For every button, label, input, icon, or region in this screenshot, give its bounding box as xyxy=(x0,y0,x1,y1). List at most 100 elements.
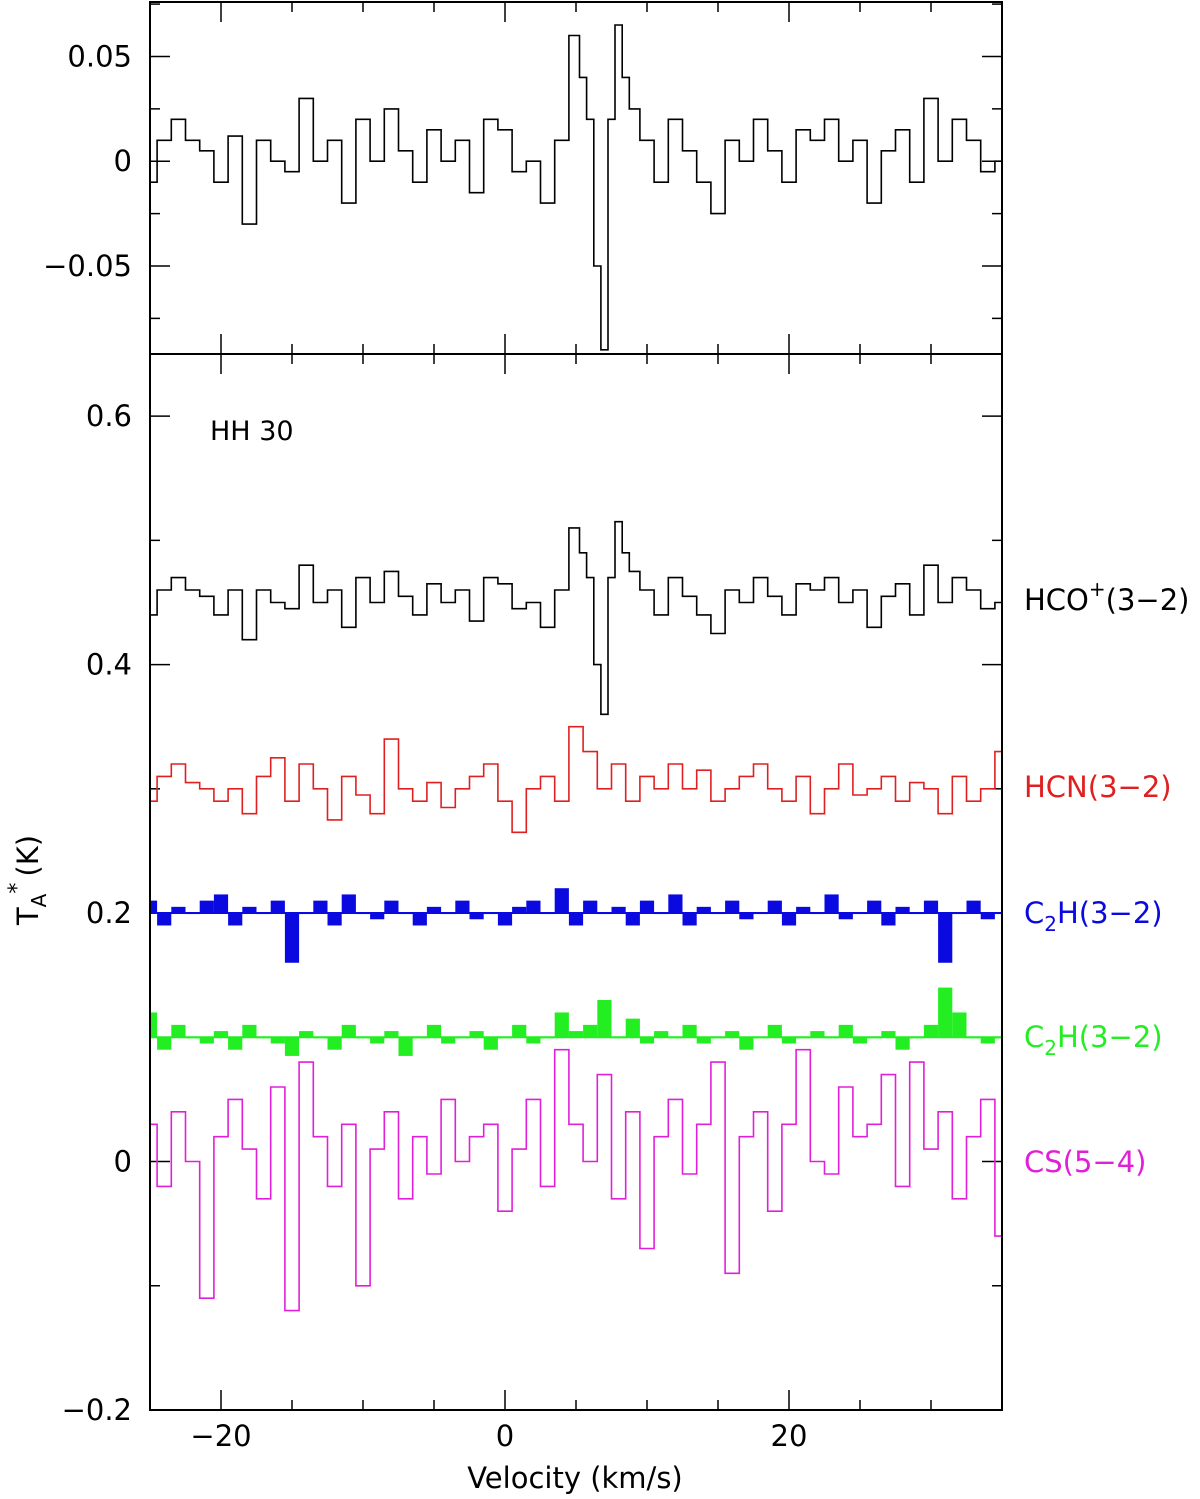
x-tick-label: −20 xyxy=(190,1419,251,1453)
spectrum-channel-bar xyxy=(568,913,584,926)
spectrum-channel-bar xyxy=(938,987,953,1038)
spectrum-channel-bar xyxy=(767,900,782,914)
spectrum-channel-bar xyxy=(682,1024,697,1038)
spectrum-channel-bar xyxy=(739,1037,754,1050)
spectrum-channel-bar xyxy=(781,913,797,926)
spectrum-channel-bar xyxy=(270,1037,285,1044)
spectrum-channel-bar xyxy=(583,900,598,914)
y-axis-title-sub: A xyxy=(27,893,51,907)
spectrum-channel-bar xyxy=(228,1037,243,1050)
y-tick-label: −0.2 xyxy=(62,1393,132,1427)
top-panel-y-tick-labels: −0.05 0 0.05 xyxy=(43,39,132,283)
spectrum-channel-bar xyxy=(426,1024,442,1038)
spectrum-channel-bar xyxy=(881,1031,896,1038)
spectrum-channel-bar xyxy=(213,894,229,914)
spectrum-channel-bar xyxy=(384,1031,399,1038)
spectrum-channel-bar xyxy=(881,913,896,926)
spectrum-channel-bar xyxy=(938,913,953,963)
spectrum-channel-bar xyxy=(824,894,839,914)
y-axis-title-sup: * xyxy=(5,883,30,894)
spectrum-channel-bar xyxy=(568,1031,584,1038)
spectrum-channel-bar xyxy=(583,1024,598,1038)
spectrum-channel-bar xyxy=(980,913,995,920)
series-label-hco-rest: (3−2) xyxy=(1106,583,1190,617)
spectrum-channel-bar xyxy=(270,900,285,914)
y-tick-label: 0 xyxy=(114,144,132,178)
spectrum-channel-bar xyxy=(284,1037,300,1056)
spectrum-channel-bar xyxy=(952,1012,967,1038)
spectrum-channel-bar xyxy=(611,906,626,914)
spectrum-channel-bar xyxy=(895,1037,910,1050)
series-1-0 xyxy=(150,520,1002,716)
spectrum-channel-bar xyxy=(412,913,427,926)
spectrum-channel-bar xyxy=(554,1012,569,1038)
spectrum-channel-bar xyxy=(838,1024,853,1038)
spectrum-channel-bar xyxy=(426,906,442,914)
spectrum-channel-bar xyxy=(299,1031,314,1038)
series-1-4 xyxy=(150,1048,1002,1312)
spectrum-channel-bar xyxy=(625,1018,640,1038)
spectrum-channel-bar xyxy=(171,906,186,914)
spectrum-channel-bar xyxy=(469,1031,484,1038)
spectrum-channel-bar xyxy=(526,900,541,914)
spectrum-channel-bar xyxy=(682,913,697,926)
spectrum-channel-bar xyxy=(341,894,356,914)
spectrum-step-line xyxy=(150,1048,1002,1312)
series-label-cs: CS(5−4) xyxy=(1024,1145,1147,1179)
series-label-c2h-green: C2H(3−2) xyxy=(1024,1020,1163,1060)
spectrum-channel-bar xyxy=(512,906,527,914)
spectrum-channel-bar xyxy=(157,1037,172,1050)
series-label-hco: HCO+(3−2) xyxy=(1024,577,1189,617)
spectrum-channel-bar xyxy=(398,1037,413,1056)
spectrum-channel-bar xyxy=(469,913,484,920)
spectrum-channel-bar xyxy=(739,913,754,920)
x-tick-label: 0 xyxy=(496,1419,514,1453)
spectrum-channel-bar xyxy=(370,913,385,920)
spectrum-channel-bar xyxy=(313,900,328,914)
y-axis-title: TA* (K) xyxy=(5,835,51,926)
spectrum-channel-bar xyxy=(625,913,640,926)
spectrum-channel-bar xyxy=(150,900,158,914)
series-label-hco-main: HCO xyxy=(1024,583,1089,617)
series-label-hcn: HCN(3−2) xyxy=(1024,770,1172,804)
series-labels: HCO+(3−2) HCN(3−2) C2H(3−2) C2H(3−2) CS(… xyxy=(1024,577,1189,1179)
spectrum-channel-bar xyxy=(696,1037,711,1044)
spectrum-channel-bar xyxy=(639,900,655,914)
spectrum-channel-bar xyxy=(668,894,683,914)
spectrum-channel-bar xyxy=(242,1024,257,1038)
spectrum-channel-bar xyxy=(895,906,910,914)
y-tick-label: 0.4 xyxy=(86,648,132,682)
spectrum-channel-bar xyxy=(213,1031,229,1038)
spectrum-step-line xyxy=(150,520,1002,716)
x-axis-title: Velocity (km/s) xyxy=(467,1461,683,1495)
series-0-0 xyxy=(150,24,1002,351)
spectrum-channel-bar xyxy=(796,906,811,914)
bottom-panel-frame xyxy=(149,353,1003,1411)
spectrum-channel-bar xyxy=(171,1024,186,1038)
spectrum-channel-bar xyxy=(867,900,882,914)
spectrum-channel-bar xyxy=(554,888,569,914)
y-tick-label: −0.05 xyxy=(43,249,132,283)
series-label-c2h-green-rest: H(3−2) xyxy=(1057,1020,1163,1054)
spectrum-channel-bar xyxy=(966,900,981,914)
bottom-panel-x-tick-labels: −20 0 20 xyxy=(190,1419,807,1453)
spectrum-channel-bar xyxy=(781,1037,797,1044)
spectrum-channel-bar xyxy=(341,1024,356,1038)
series-1-1 xyxy=(150,725,1002,834)
y-axis-title-main: T xyxy=(11,907,45,926)
spectrum-channel-bar xyxy=(370,1037,385,1044)
series-label-hco-sup: + xyxy=(1089,577,1106,601)
spectrum-channel-bar xyxy=(497,913,513,926)
series-label-c2h-green-main: C xyxy=(1024,1020,1044,1054)
spectrum-channel-bar xyxy=(327,913,342,926)
spectrum-channel-bar xyxy=(150,1012,158,1038)
y-tick-label: 0.2 xyxy=(86,896,132,930)
spectrum-channel-bar xyxy=(455,900,470,914)
spectrum-channel-bar xyxy=(483,1037,498,1050)
spectrum-channel-bar xyxy=(810,1031,825,1038)
spectrum-channel-bar xyxy=(923,900,939,914)
spectrum-channel-bar xyxy=(526,1037,541,1044)
series-label-c2h-blue-rest: H(3−2) xyxy=(1057,896,1163,930)
